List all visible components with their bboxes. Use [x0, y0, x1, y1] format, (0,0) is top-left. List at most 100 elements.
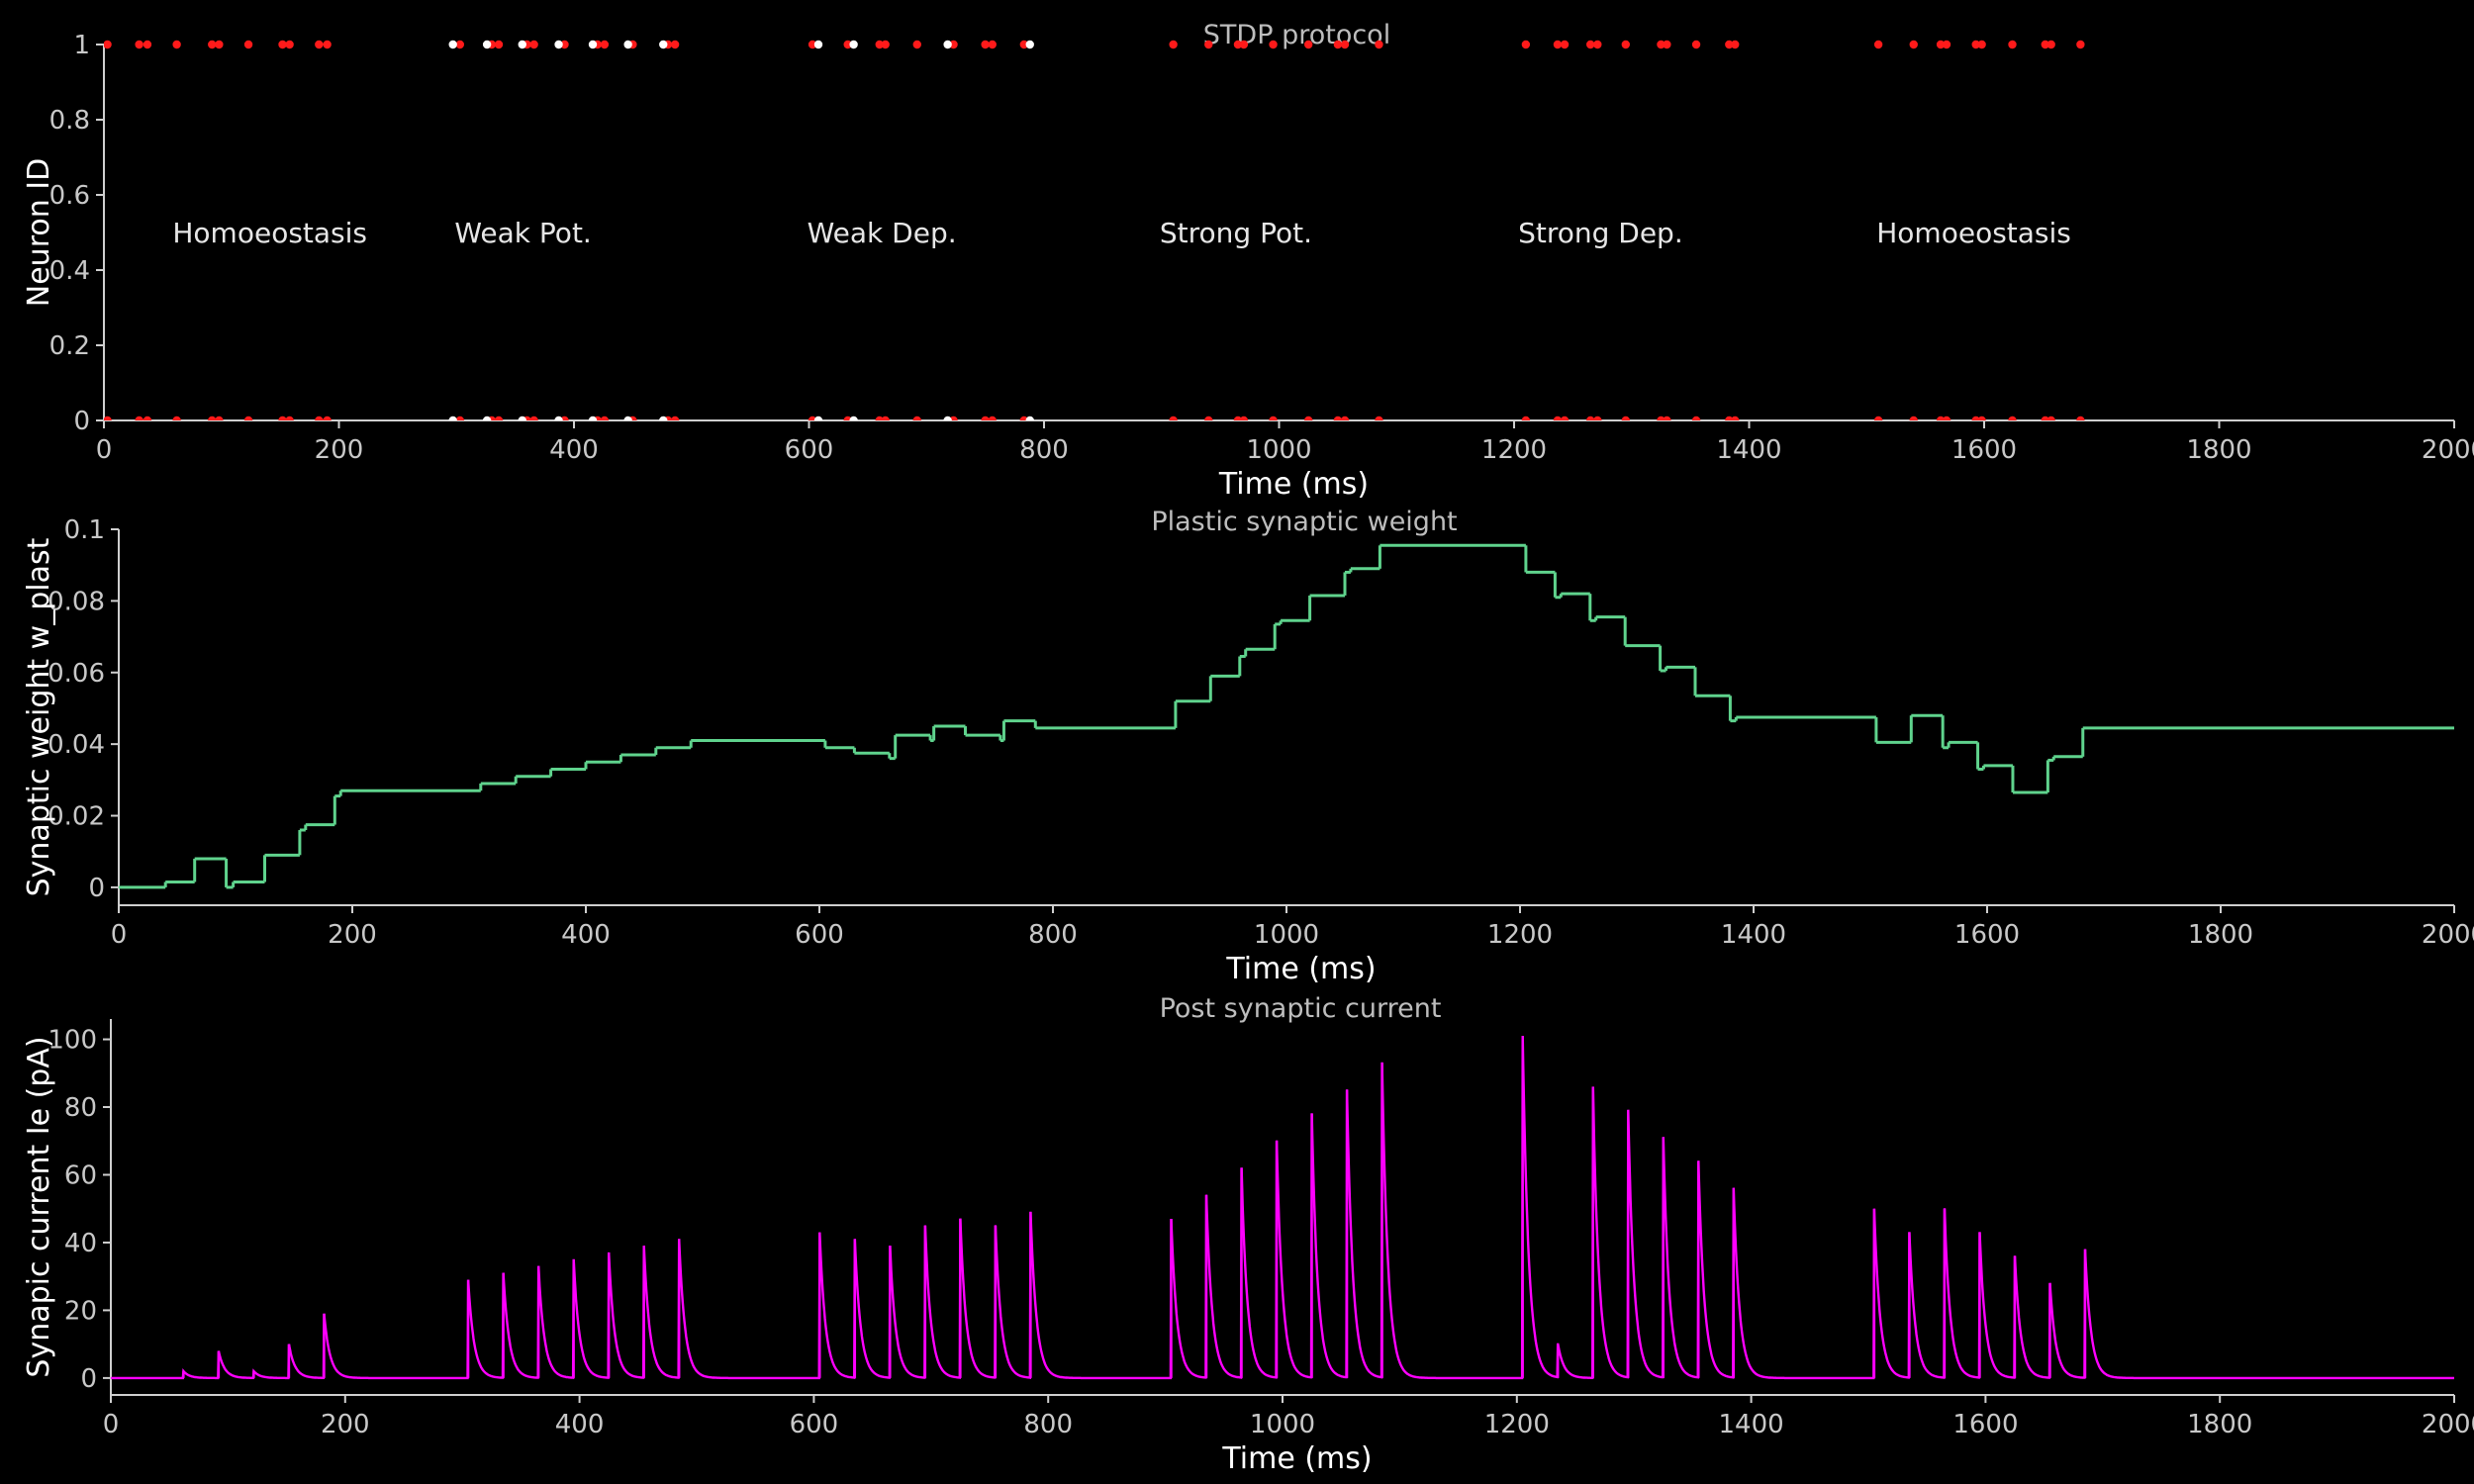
- pre-spike-point: [1621, 416, 1631, 420]
- pre-spike-point: [1269, 416, 1278, 420]
- x-tick-label: 1000: [1246, 435, 1311, 465]
- pre-spike-point: [135, 416, 143, 420]
- weight-trace: [119, 543, 2454, 889]
- pre-spike-point: [1731, 416, 1740, 420]
- pre-spike-point: [670, 416, 680, 420]
- pre-spike-point: [1621, 40, 1631, 49]
- pre-spike-point: [1873, 416, 1883, 420]
- pre-spike-point: [1239, 416, 1249, 420]
- pre-spike-point: [215, 40, 224, 49]
- current-trace: [111, 1036, 2454, 1380]
- pre-spike-point: [1375, 40, 1383, 49]
- pre-spike-point: [529, 416, 538, 420]
- y-axis-label: Synaptic weight w_plast: [22, 537, 56, 896]
- pre-spike-point: [1909, 416, 1918, 420]
- x-tick-label: 400: [555, 1410, 605, 1439]
- y-tick-label: 0.6: [49, 181, 90, 211]
- x-tick-label: 400: [549, 435, 599, 465]
- pre-spike-point: [875, 40, 884, 49]
- x-tick-label: 0: [96, 435, 113, 465]
- post-spike-point: [588, 416, 598, 420]
- x-tick-label: 1400: [1721, 920, 1786, 950]
- pre-spike-point: [1977, 416, 1986, 420]
- chart-title: Plastic synaptic weight: [1151, 507, 1457, 537]
- pre-spike-point: [143, 40, 152, 49]
- pre-spike-point: [104, 416, 112, 420]
- pre-spike-point: [2046, 40, 2055, 49]
- pre-spike-point: [881, 416, 890, 420]
- pre-spike-point: [1553, 40, 1563, 49]
- pre-spike-point: [1019, 40, 1029, 49]
- pre-spike-point: [988, 40, 997, 49]
- pre-spike-point: [1340, 416, 1350, 420]
- pre-spike-point: [2041, 40, 2049, 49]
- y-tick-label: 0: [73, 407, 90, 436]
- y-tick-label: 0.02: [48, 802, 105, 832]
- axes: [103, 1019, 2455, 1403]
- pre-spike-point: [1303, 40, 1313, 49]
- x-tick-label: 1800: [2187, 1410, 2252, 1439]
- pre-spike-point: [278, 40, 287, 49]
- pre-spike-point: [1936, 40, 1946, 49]
- pre-spike-point: [843, 40, 852, 49]
- pre-spike-point: [1239, 40, 1249, 49]
- plot-area: [119, 543, 2454, 889]
- pre-spike-point: [2046, 416, 2055, 420]
- x-tick-label: 0: [103, 1410, 120, 1439]
- pre-spike-point: [1204, 40, 1213, 49]
- pre-spike-point: [1663, 40, 1671, 49]
- pre-spike-point: [1971, 40, 1980, 49]
- chart-panel-2: Plastic synaptic weight 0 200 400 600 800 1000…: [22, 507, 2474, 986]
- pre-spike-point: [912, 416, 921, 420]
- pre-spike-point: [1691, 416, 1701, 420]
- pre-spike-point: [215, 416, 224, 420]
- x-tick-label: 1800: [2186, 435, 2251, 465]
- x-axis-label: Time (ms): [1218, 467, 1369, 502]
- x-tick-label: 200: [315, 435, 364, 465]
- x-tick-label: 600: [785, 435, 834, 465]
- pre-spike-point: [323, 416, 332, 420]
- y-tick-label: 0.08: [48, 587, 105, 616]
- pre-spike-point: [529, 40, 538, 49]
- pre-spike-point: [172, 40, 181, 49]
- pre-spike-point: [1691, 40, 1701, 49]
- post-spike-point: [813, 40, 823, 49]
- pre-spike-point: [1560, 416, 1570, 420]
- x-tick-label: 1200: [1487, 920, 1553, 950]
- y-axis-label: Neuron ID: [22, 158, 56, 307]
- protocol-label: Homoeostasis: [172, 217, 367, 249]
- pre-spike-point: [1169, 40, 1178, 49]
- protocol-label: Strong Dep.: [1518, 217, 1683, 249]
- pre-spike-point: [143, 416, 152, 420]
- y-tick-label: 40: [64, 1229, 97, 1258]
- x-tick-label: 400: [561, 920, 611, 950]
- pre-spike-point: [1593, 40, 1602, 49]
- pre-spike-point: [600, 416, 610, 420]
- pre-spike-point: [285, 40, 294, 49]
- x-tick-label: 1600: [1951, 435, 2017, 465]
- pre-spike-point: [285, 416, 294, 420]
- x-tick-label: 0: [111, 920, 128, 950]
- x-tick-label: 1600: [1952, 1410, 2018, 1439]
- post-spike-point: [1025, 416, 1034, 420]
- pre-spike-point: [1657, 40, 1665, 49]
- y-tick-label: 0.8: [49, 106, 90, 136]
- chart-title: STDP protocol: [1203, 20, 1390, 50]
- pre-spike-point: [949, 40, 958, 49]
- pre-spike-point: [1731, 40, 1740, 49]
- post-spike-point: [813, 416, 823, 420]
- pre-spike-point: [560, 40, 569, 49]
- x-tick-label: 1200: [1484, 1410, 1550, 1439]
- x-axis-label: Time (ms): [1225, 952, 1376, 986]
- x-tick-label: 800: [1023, 1410, 1073, 1439]
- post-spike-point: [659, 40, 668, 49]
- x-tick-label: 1800: [2188, 920, 2253, 950]
- pre-spike-point: [135, 40, 143, 49]
- y-tick-label: 80: [64, 1093, 97, 1123]
- y-tick-label: 60: [64, 1160, 97, 1190]
